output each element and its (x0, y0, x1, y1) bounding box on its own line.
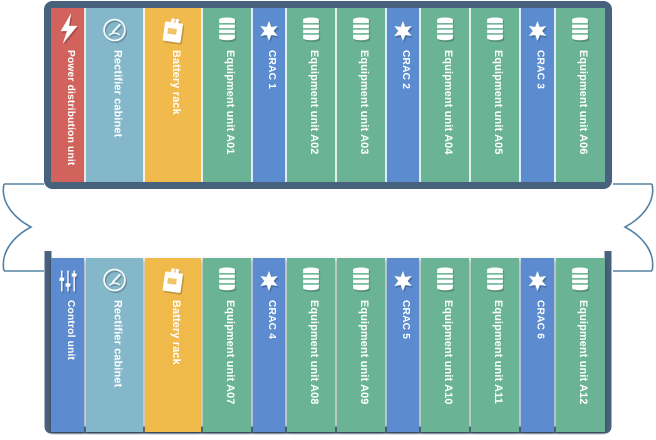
svg-text:Equipment unit A08: Equipment unit A08 (308, 300, 320, 405)
svg-text:Equipment unit A09: Equipment unit A09 (358, 300, 370, 405)
svg-text:Rectifier cabinet: Rectifier cabinet (112, 50, 124, 138)
svg-text:Equipment unit A01: Equipment unit A01 (224, 50, 236, 155)
svg-text:CRAC 5: CRAC 5 (400, 300, 411, 339)
svg-text:Equipment unit A02: Equipment unit A02 (308, 50, 320, 155)
svg-text:Power distribution unit: Power distribution unit (65, 50, 76, 166)
svg-text:CRAC 1: CRAC 1 (266, 50, 277, 89)
svg-text:Equipment unit A07: Equipment unit A07 (224, 300, 236, 405)
svg-text:CRAC 3: CRAC 3 (535, 50, 546, 89)
svg-text:Battery rack: Battery rack (170, 300, 182, 366)
svg-text:Equipment unit A04: Equipment unit A04 (442, 50, 454, 155)
svg-text:Equipment unit A05: Equipment unit A05 (492, 50, 504, 155)
svg-text:Battery rack: Battery rack (170, 50, 182, 116)
svg-text:Equipment unit A03: Equipment unit A03 (358, 50, 370, 155)
svg-text:Rectifier cabinet: Rectifier cabinet (112, 300, 124, 388)
svg-text:CRAC 4: CRAC 4 (266, 300, 277, 339)
svg-text:CRAC 2: CRAC 2 (400, 50, 411, 89)
svg-text:Equipment unit A10: Equipment unit A10 (442, 300, 454, 405)
svg-text:CRAC 6: CRAC 6 (535, 300, 546, 339)
svg-text:Equipment unit A11: Equipment unit A11 (492, 300, 504, 404)
svg-text:Equipment unit A06: Equipment unit A06 (577, 50, 589, 155)
svg-text:Equipment unit A12: Equipment unit A12 (577, 300, 589, 405)
svg-text:Control unit: Control unit (65, 300, 76, 361)
